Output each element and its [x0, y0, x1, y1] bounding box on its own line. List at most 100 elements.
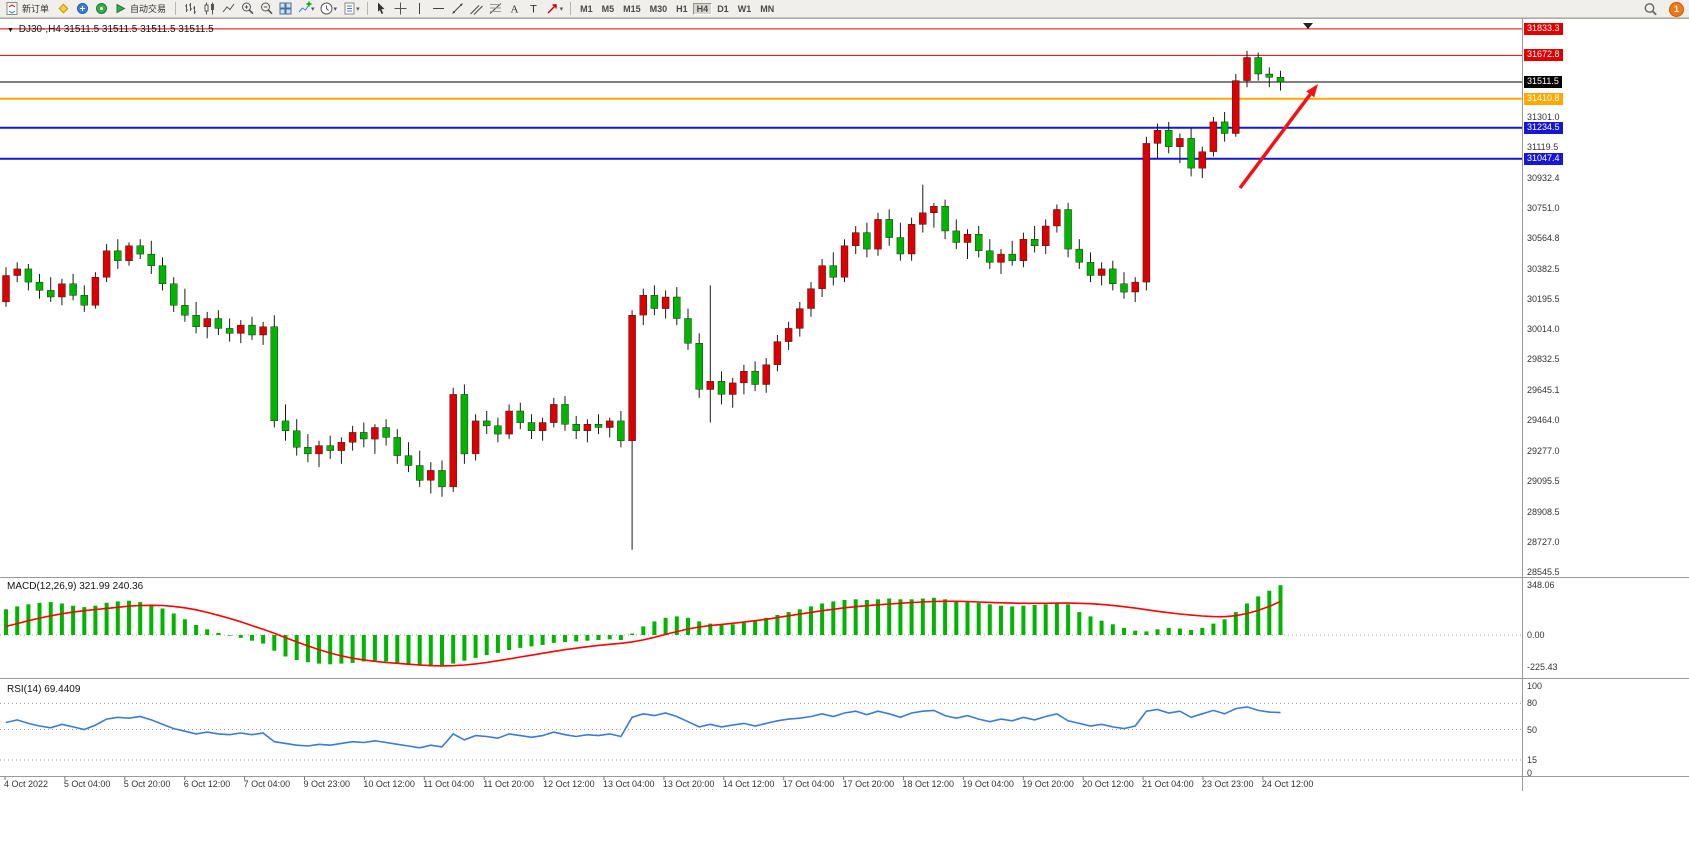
price-axis-label: 31119.5 [1527, 141, 1559, 152]
time-axis-label: 21 Oct 04:00 [1142, 779, 1194, 789]
cursor-icon[interactable] [373, 1, 391, 17]
price-axis-label: 28908.5 [1527, 506, 1560, 517]
trendline-tool-icon[interactable] [449, 1, 467, 17]
time-axis-label: 20 Oct 12:00 [1082, 779, 1134, 789]
autotrading-label[interactable]: 自动交易 [130, 4, 167, 14]
search-icon[interactable] [1641, 1, 1659, 17]
price-badge: 31511.5 [1524, 76, 1562, 89]
price-axis-label: 28545.5 [1527, 566, 1560, 577]
timeframe-m15-button[interactable]: M15 [623, 3, 641, 14]
dropdown-caret-icon[interactable]: ▾ [333, 5, 338, 13]
dropdown-caret-icon[interactable]: ▾ [356, 5, 360, 13]
time-axis-label: 19 Oct 04:00 [962, 779, 1014, 789]
price-badge: 31047.4 [1524, 152, 1563, 165]
price-axis-label: 30382.5 [1527, 263, 1560, 274]
price-badge: 31234.5 [1524, 121, 1563, 134]
price-axis-label: 29277.0 [1527, 446, 1560, 457]
price-badge: 31833.3 [1524, 22, 1563, 35]
toolbar-right-group: 1 [1641, 1, 1684, 17]
line-chart-icon[interactable] [219, 1, 237, 17]
price-axis-label: 30751.0 [1527, 202, 1560, 213]
main-toolbar: 新订单 自动交易 ▾ ▾ ▾ A T ▾ M1 M5 M15 M30 H1 H4… [0, 0, 1689, 18]
timeframe-mn-button[interactable]: MN [760, 3, 775, 14]
time-axis-label: 19 Oct 20:00 [1022, 779, 1074, 789]
price-badge: 31410.8 [1524, 92, 1563, 105]
macd-axis-label: 348.06 [1527, 580, 1555, 591]
time-axis-label: 10 Oct 12:00 [363, 779, 415, 789]
tile-windows-icon[interactable] [276, 1, 294, 17]
time-axis-label: 5 Oct 04:00 [63, 779, 111, 789]
arrows-tool-icon[interactable] [544, 1, 562, 17]
timeframe-h1-button[interactable]: H1 [676, 3, 688, 14]
timeframe-w1-button[interactable]: W1 [737, 3, 752, 14]
rsi-axis-label: 50 [1527, 724, 1538, 735]
time-axis-label: 11 Oct 04:00 [423, 779, 475, 789]
new-order-label[interactable]: 新订单 [22, 4, 50, 14]
timeframe-h4-button[interactable]: H4 [692, 2, 713, 15]
rsi-axis-label: 80 [1527, 698, 1538, 709]
price-axis-label: 30195.5 [1527, 294, 1560, 305]
price-badge: 31672.8 [1524, 49, 1563, 62]
symbol-marker-icon: ▼ [7, 27, 14, 34]
rsi-label: RSI(14) 69.4409 [7, 684, 81, 695]
time-axis[interactable]: 4 Oct 2022 5 Oct 04:00 5 Oct 20:00 6 Oct 12… [0, 779, 1522, 793]
timeframe-m1-button[interactable]: M1 [580, 3, 593, 14]
dropdown-caret-icon[interactable]: ▾ [559, 5, 564, 13]
rsi-axis-label: 0 [1527, 768, 1533, 778]
time-axis-label: 17 Oct 04:00 [782, 779, 835, 789]
candlestick-chart-icon[interactable] [200, 1, 218, 17]
zoom-in-icon[interactable] [238, 1, 256, 17]
macd-axis-label: 0.00 [1527, 630, 1545, 640]
time-axis-label: 4 Oct 2022 [4, 779, 49, 789]
timeframe-m5-button[interactable]: M5 [601, 3, 615, 14]
price-axis-label: 29832.5 [1527, 354, 1560, 365]
macd-label: MACD(12,26,9) 321.99 240.36 [7, 581, 144, 592]
autotrading-icon[interactable] [111, 1, 129, 17]
price-axis-label: 30932.4 [1527, 172, 1560, 183]
price-axis-label: 30014.0 [1527, 324, 1560, 335]
bar-chart-icon[interactable] [181, 1, 199, 17]
timeframe-m30-button[interactable]: M30 [649, 3, 668, 14]
time-axis-label: 24 Oct 12:00 [1261, 779, 1314, 789]
time-axis-label: 9 Oct 23:00 [303, 779, 351, 789]
horizontal-line-tool-icon[interactable] [430, 1, 448, 17]
notification-badge[interactable]: 1 [1669, 1, 1684, 17]
time-axis-label: 23 Oct 23:00 [1202, 779, 1254, 789]
toolbar-separator [175, 2, 177, 15]
new-order-icon[interactable] [3, 1, 21, 17]
price-axis-label: 29464.0 [1527, 415, 1560, 426]
toolbar-separator [366, 2, 368, 15]
price-axis-label: 28727.0 [1527, 536, 1560, 547]
time-axis-label: 13 Oct 04:00 [603, 779, 655, 789]
time-axis-label: 11 Oct 20:00 [483, 779, 535, 789]
dropdown-caret-icon[interactable]: ▾ [311, 5, 315, 13]
time-axis-label: 7 Oct 04:00 [243, 779, 291, 789]
channel-tool-icon[interactable] [468, 1, 486, 17]
chart-ohlc-values: 31511.5 31511.5 31511.5 31511.5 [63, 24, 214, 35]
price-axis-label: 31301.0 [1527, 111, 1560, 122]
toolbar-separator [570, 2, 572, 15]
indicators-icon[interactable] [295, 1, 313, 17]
label-tool-icon[interactable]: T [525, 1, 543, 17]
navigator-icon[interactable] [92, 1, 110, 17]
time-axis-label: 18 Oct 12:00 [902, 779, 955, 789]
price-axis-label: 29645.1 [1527, 385, 1560, 396]
chart-title: ▼ DJ30-,H4 31511.5 31511.5 31511.5 31511… [7, 24, 214, 35]
rsi-axis-label: 100 [1527, 681, 1543, 691]
crosshair-icon[interactable] [392, 1, 410, 17]
time-axis-label: 13 Oct 20:00 [662, 779, 715, 789]
vertical-line-tool-icon[interactable] [411, 1, 429, 17]
price-axis-label: 30564.8 [1527, 233, 1560, 244]
periods-icon[interactable] [318, 1, 336, 17]
zoom-out-icon[interactable] [257, 1, 275, 17]
metaeditor-icon[interactable] [54, 1, 72, 17]
timeframe-d1-button[interactable]: D1 [717, 3, 729, 14]
templates-icon[interactable] [340, 1, 358, 17]
text-tool-icon[interactable]: A [506, 1, 524, 17]
price-axis-label: 29095.5 [1527, 476, 1560, 487]
fibonacci-tool-icon[interactable] [487, 1, 505, 17]
price-axis[interactable]: 31301.0 31119.5 30932.4 30751.0 30564.8 30382… [1523, 0, 1689, 857]
time-axis-label: 12 Oct 12:00 [543, 779, 595, 789]
market-watch-icon[interactable] [73, 1, 91, 17]
